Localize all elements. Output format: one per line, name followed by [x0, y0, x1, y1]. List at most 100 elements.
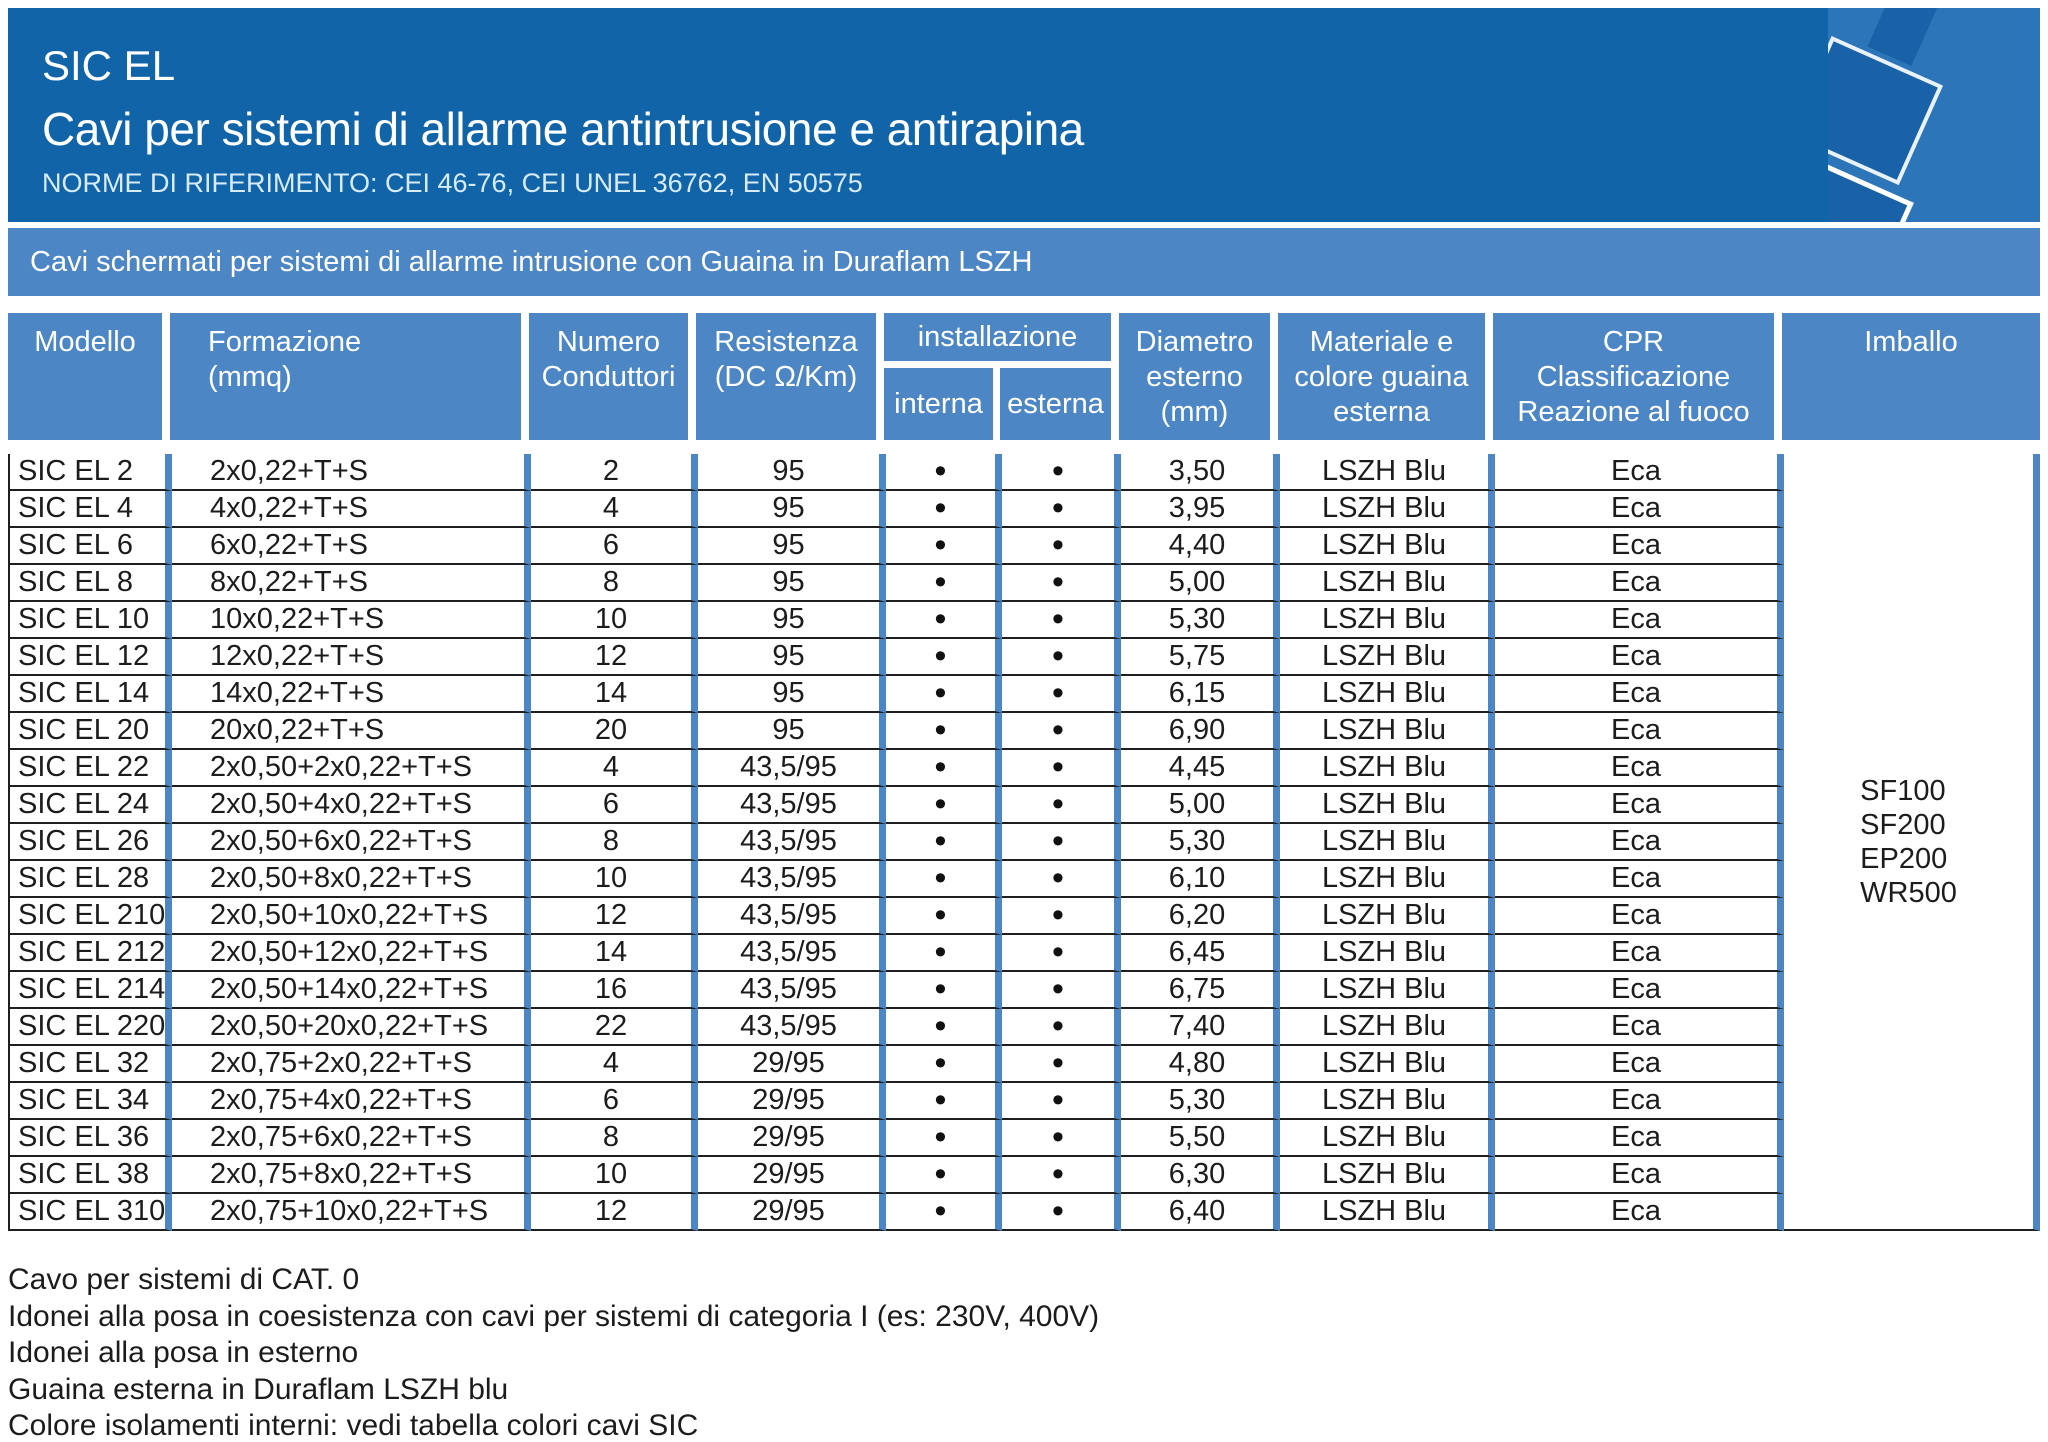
cell-model: SIC EL 28 — [10, 861, 172, 898]
reference-norms: NORME DI RIFERIMENTO: CEI 46-76, CEI UNE… — [42, 168, 863, 198]
installation-external-dot: • — [1002, 970, 1121, 1009]
section-title: Cavi schermati per sistemi di allarme in… — [30, 245, 1033, 278]
installation-external-dot: • — [1002, 896, 1121, 935]
cell-conductors: 14 — [531, 676, 698, 713]
column-header-installazione: installazione — [884, 313, 1111, 361]
cell-sheath: LSZH Blu — [1280, 861, 1495, 898]
cell-diameter: 4,40 — [1121, 528, 1280, 565]
cell-sheath: LSZH Blu — [1280, 602, 1495, 639]
cell-conductors: 10 — [531, 1157, 698, 1194]
cell-conductors: 12 — [531, 639, 698, 676]
cell-conductors: 4 — [531, 491, 698, 528]
cell-cpr: Eca — [1495, 1157, 1784, 1194]
cell-conductors: 8 — [531, 824, 698, 861]
cell-conductors: 6 — [531, 528, 698, 565]
cell-diameter: 7,40 — [1121, 1009, 1280, 1046]
cell-cpr: Eca — [1495, 972, 1784, 1009]
cell-conductors: 10 — [531, 861, 698, 898]
installation-internal-dot: • — [886, 1155, 1002, 1194]
cell-model: SIC EL 34 — [10, 1083, 172, 1120]
cell-conductors: 10 — [531, 602, 698, 639]
cell-resistance: 43,5/95 — [698, 824, 886, 861]
cable-connector-shape — [1828, 35, 1944, 186]
note-line: Cavo per sistemi di CAT. 0 — [8, 1263, 360, 1296]
installation-external-dot: • — [1002, 452, 1121, 491]
cell-conductors: 6 — [531, 1083, 698, 1120]
installation-external-dot: • — [1002, 1081, 1121, 1120]
cell-resistance: 95 — [698, 565, 886, 602]
cell-cpr: Eca — [1495, 602, 1784, 639]
cell-diameter: 6,10 — [1121, 861, 1280, 898]
cell-sheath: LSZH Blu — [1280, 1194, 1495, 1231]
installation-internal-dot: • — [886, 563, 1002, 602]
cell-diameter: 6,30 — [1121, 1157, 1280, 1194]
cell-conductors: 20 — [531, 713, 698, 750]
cell-model: SIC EL 210 — [10, 898, 172, 935]
cell-cpr: Eca — [1495, 1120, 1784, 1157]
cell-conductors: 6 — [531, 787, 698, 824]
cell-cpr: Eca — [1495, 1009, 1784, 1046]
table-header-row: Modello Formazione (mmq) Numero Condutto… — [8, 313, 2040, 440]
cell-sheath: LSZH Blu — [1280, 898, 1495, 935]
cell-cpr: Eca — [1495, 565, 1784, 602]
cable-illustration — [1828, 8, 2040, 222]
column-header-imballo: Imballo — [1782, 313, 2040, 440]
cell-sheath: LSZH Blu — [1280, 454, 1495, 491]
cell-resistance: 95 — [698, 602, 886, 639]
cell-formation: 8x0,22+T+S — [172, 565, 531, 602]
installation-internal-dot: • — [886, 600, 1002, 639]
cell-sheath: LSZH Blu — [1280, 1083, 1495, 1120]
cell-resistance: 95 — [698, 491, 886, 528]
cell-sheath: LSZH Blu — [1280, 787, 1495, 824]
cell-resistance: 95 — [698, 676, 886, 713]
cell-diameter: 5,30 — [1121, 1083, 1280, 1120]
cell-diameter: 6,90 — [1121, 713, 1280, 750]
cell-cpr: Eca — [1495, 713, 1784, 750]
installation-internal-dot: • — [886, 637, 1002, 676]
cell-cpr: Eca — [1495, 1083, 1784, 1120]
cell-formation: 2x0,75+4x0,22+T+S — [172, 1083, 531, 1120]
cell-formation: 14x0,22+T+S — [172, 676, 531, 713]
packaging-item: SF200 — [1860, 808, 1946, 841]
cell-cpr: Eca — [1495, 935, 1784, 972]
cell-sheath: LSZH Blu — [1280, 1157, 1495, 1194]
cell-sheath: LSZH Blu — [1280, 824, 1495, 861]
installation-internal-dot: • — [886, 896, 1002, 935]
product-table: Modello Formazione (mmq) Numero Condutto… — [8, 313, 2040, 1231]
installation-external-dot: • — [1002, 600, 1121, 639]
cell-conductors: 22 — [531, 1009, 698, 1046]
cell-conductors: 4 — [531, 1046, 698, 1083]
cell-model: SIC EL 212 — [10, 935, 172, 972]
packaging-list: SF100 SF200 EP200 WR500 — [1860, 774, 1957, 910]
installation-external-dot: • — [1002, 489, 1121, 528]
column-header-formazione: Formazione (mmq) — [170, 313, 529, 440]
cell-formation: 2x0,75+8x0,22+T+S — [172, 1157, 531, 1194]
cell-diameter: 6,45 — [1121, 935, 1280, 972]
cell-model: SIC EL 24 — [10, 787, 172, 824]
cell-conductors: 4 — [531, 750, 698, 787]
section-band: Cavi schermati per sistemi di allarme in… — [8, 228, 2040, 296]
installation-internal-dot: • — [886, 822, 1002, 861]
cell-model: SIC EL 310 — [10, 1194, 172, 1231]
installation-internal-dot: • — [886, 1118, 1002, 1157]
installation-external-dot: • — [1002, 1044, 1121, 1083]
column-header-materiale: Materiale e colore guaina esterna — [1278, 313, 1493, 440]
cell-cpr: Eca — [1495, 639, 1784, 676]
cell-resistance: 29/95 — [698, 1194, 886, 1231]
cell-formation: 2x0,50+10x0,22+T+S — [172, 898, 531, 935]
cell-model: SIC EL 6 — [10, 528, 172, 565]
cell-model: SIC EL 220 — [10, 1009, 172, 1046]
cell-diameter: 6,20 — [1121, 898, 1280, 935]
cell-diameter: 5,00 — [1121, 565, 1280, 602]
cell-formation: 2x0,75+6x0,22+T+S — [172, 1120, 531, 1157]
cell-resistance: 43,5/95 — [698, 1009, 886, 1046]
cell-resistance: 95 — [698, 528, 886, 565]
installation-internal-dot: • — [886, 1081, 1002, 1120]
cell-diameter: 5,75 — [1121, 639, 1280, 676]
cell-cpr: Eca — [1495, 528, 1784, 565]
column-header-diametro: Diametro esterno (mm) — [1119, 313, 1278, 440]
installation-external-dot: • — [1002, 526, 1121, 565]
packaging-item: EP200 — [1860, 842, 1948, 875]
cell-sheath: LSZH Blu — [1280, 713, 1495, 750]
